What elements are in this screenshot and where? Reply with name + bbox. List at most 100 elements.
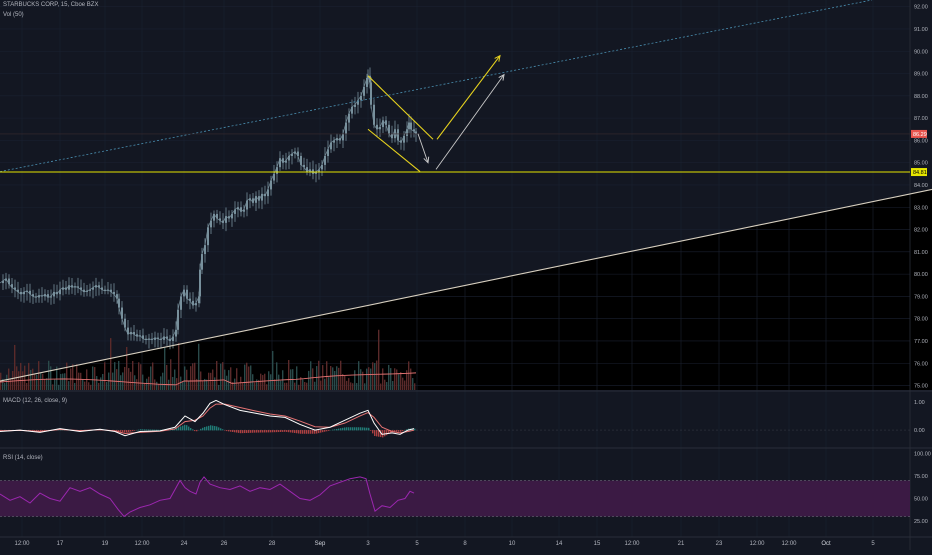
volume-bar [366, 369, 367, 390]
volume-bar [100, 377, 101, 390]
volume-bar [278, 375, 279, 390]
macd-histogram-bar [122, 430, 123, 432]
volume-bar [272, 351, 273, 390]
volume-bar [102, 374, 103, 390]
macd-histogram-bar [358, 427, 359, 430]
time-axis-tick-label: 26 [221, 541, 228, 547]
volume-bar [74, 383, 75, 390]
macd-histogram-bar [140, 429, 141, 430]
volume-bar [276, 362, 277, 390]
volume-bar [358, 361, 359, 390]
volume-bar [262, 375, 263, 390]
macd-histogram-bar [232, 430, 233, 432]
time-axis-tick-label: 28 [269, 541, 276, 547]
macd-histogram-bar [120, 430, 121, 432]
macd-histogram-bar [268, 430, 269, 432]
macd-histogram-bar [204, 427, 205, 430]
volume-bar [314, 382, 315, 390]
volume-bar [308, 371, 309, 390]
volume-bar [90, 385, 91, 390]
volume-bar [274, 379, 275, 390]
volume-bar [234, 379, 235, 390]
macd-histogram-bar [376, 430, 377, 436]
volume-bar [146, 379, 147, 390]
macd-histogram-bar [152, 430, 153, 431]
macd-histogram-bar [292, 430, 293, 433]
time-axis-tick-label: 15 [594, 541, 601, 547]
macd-histogram-bar [216, 426, 217, 430]
macd-histogram-bar [238, 430, 239, 433]
volume-bar [140, 364, 141, 390]
volume-bar [108, 373, 109, 390]
macd-histogram-bar [284, 430, 285, 432]
macd-histogram-bar [366, 428, 367, 431]
macd-histogram-bar [132, 430, 133, 431]
volume-bar [352, 383, 353, 390]
price-axis-tick-label: 77.00 [914, 339, 928, 345]
volume-bar [256, 379, 257, 390]
volume-bar [192, 363, 193, 390]
time-axis-tick-label: Oct [821, 541, 831, 547]
volume-bar [158, 384, 159, 390]
macd-histogram-bar [278, 430, 279, 432]
time-axis-tick-label: 23 [716, 541, 723, 547]
volume-bar [412, 378, 413, 390]
volume-bar [98, 383, 99, 390]
volume-bar [248, 367, 249, 390]
volume-bar [26, 383, 27, 390]
volume-bar [66, 363, 67, 390]
macd-histogram-bar [384, 430, 385, 436]
macd-histogram-bar [328, 430, 329, 431]
volume-bar [42, 374, 43, 390]
macd-indicator-label: MACD (12, 26, close, 9) [3, 398, 67, 404]
volume-bar [372, 362, 373, 390]
macd-histogram-bar [182, 426, 183, 431]
time-axis-tick-label: 12:00 [781, 541, 797, 547]
volume-bar [84, 382, 85, 390]
macd-histogram-bar [294, 430, 295, 433]
volume-bar [118, 361, 119, 390]
volume-bar [322, 365, 323, 390]
volume-bar [400, 372, 401, 390]
macd-histogram-bar [210, 425, 211, 430]
macd-histogram-bar [286, 430, 287, 432]
rsi-axis-tick-label: 50.00 [914, 497, 928, 503]
volume-bar [414, 383, 415, 390]
volume-bar [294, 383, 295, 390]
volume-bar [116, 369, 117, 390]
macd-histogram-bar [320, 430, 321, 433]
macd-histogram-bar [322, 430, 323, 432]
time-axis-tick-label: 12:00 [14, 541, 30, 547]
volume-bar [136, 379, 137, 390]
volume-bar [114, 362, 115, 390]
volume-bar [24, 366, 25, 390]
volume-bar [184, 366, 185, 390]
support-price-tag-label: 84.81 [913, 170, 927, 176]
volume-bar [334, 371, 335, 390]
volume-bar [128, 368, 129, 390]
volume-bar [40, 373, 41, 390]
macd-histogram-bar [218, 427, 219, 430]
volume-bar [212, 370, 213, 390]
macd-histogram-bar [398, 430, 399, 432]
volume-bar [228, 370, 229, 390]
macd-histogram-bar [244, 430, 245, 433]
volume-bar [254, 382, 255, 390]
volume-bar [174, 370, 175, 390]
volume-bar [144, 383, 145, 390]
macd-histogram-bar [242, 430, 243, 433]
macd-histogram-bar [156, 430, 157, 431]
price-axis-tick-label: 91.00 [914, 27, 928, 33]
time-axis-tick-label: 19 [102, 541, 109, 547]
macd-histogram-bar [352, 427, 353, 430]
volume-bar [208, 373, 209, 390]
macd-histogram-bar [304, 430, 305, 434]
volume-bar [388, 365, 389, 390]
volume-bar [106, 382, 107, 390]
volume-bar [58, 385, 59, 390]
volume-bar [378, 330, 379, 390]
volume-bar [396, 369, 397, 390]
volume-bar [402, 378, 403, 390]
